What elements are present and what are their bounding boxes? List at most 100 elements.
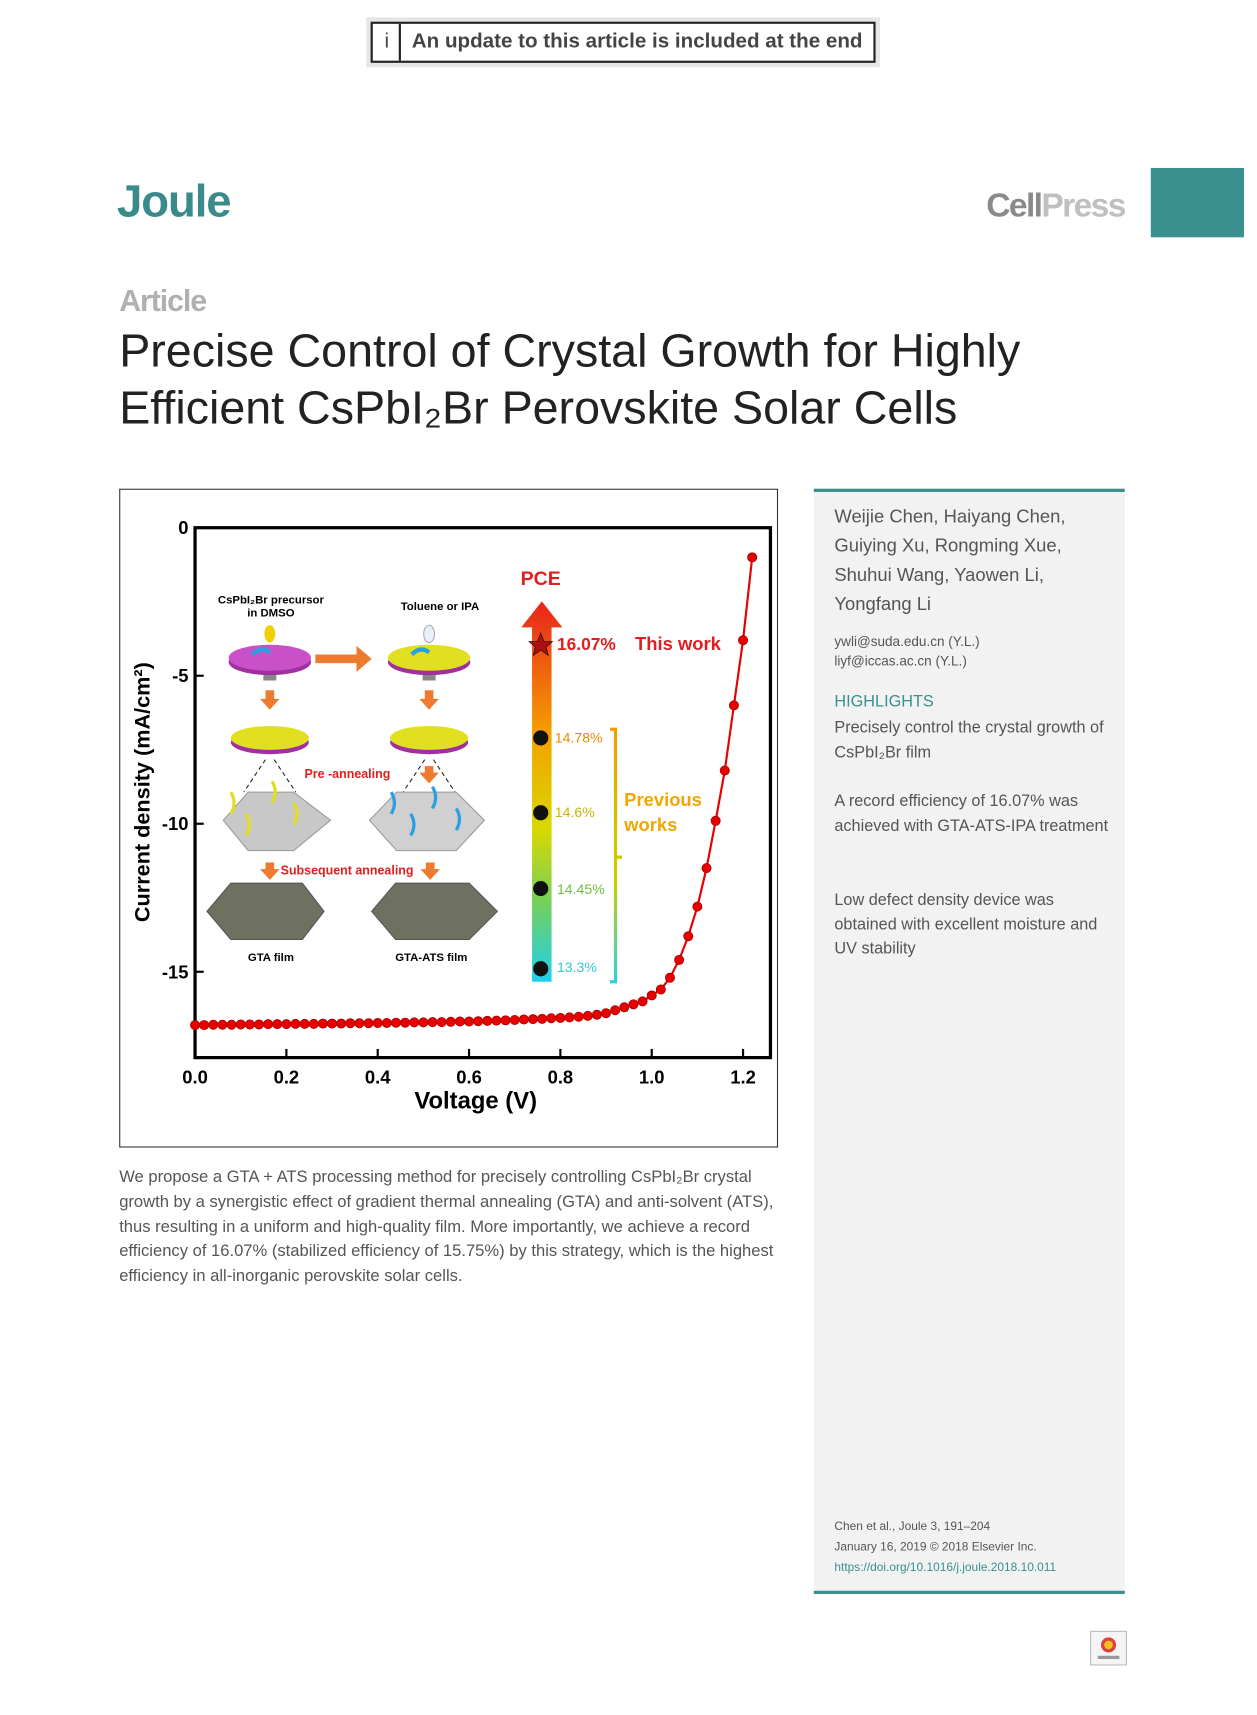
data-point bbox=[491, 1015, 502, 1026]
x-tick-label: 1.0 bbox=[639, 1067, 665, 1088]
data-point bbox=[254, 1019, 264, 1030]
y-axis-label: Current density (mA/cm²) bbox=[130, 662, 155, 922]
data-point bbox=[546, 1013, 557, 1024]
plot-frame bbox=[193, 526, 773, 1060]
data-point bbox=[619, 1002, 630, 1013]
pce-label: PCE bbox=[521, 568, 561, 590]
brand-block bbox=[1150, 167, 1244, 238]
check-icon bbox=[1097, 1637, 1120, 1660]
data-point bbox=[363, 1018, 374, 1029]
doi-link[interactable]: https://doi.org/10.1016/j.joule.2018.10.… bbox=[834, 1561, 1057, 1575]
update-banner[interactable]: i An update to this article is included a… bbox=[370, 21, 876, 63]
data-point bbox=[372, 1017, 383, 1028]
previous-pce: 13.3% bbox=[557, 959, 597, 975]
data-point bbox=[555, 1012, 566, 1023]
highlights-heading: HIGHLIGHTS bbox=[834, 692, 934, 711]
highlight: A record efficiency of 16.07% was achiev… bbox=[834, 792, 1109, 835]
publisher-logo: CellPress bbox=[986, 186, 1126, 225]
title-line: Efficient CsPbI₂Br Perovskite Solar Cell… bbox=[119, 382, 958, 435]
y-tick-label: -15 bbox=[162, 961, 189, 982]
inset-labels: CsPbI₂Br precursor in DMSO Toluene or IP… bbox=[218, 568, 722, 975]
inset-label: CsPbI₂Br precursor bbox=[218, 595, 325, 607]
data-point bbox=[628, 999, 639, 1010]
y-tick-label: 0 bbox=[178, 517, 188, 538]
x-axis-label: Voltage (V) bbox=[414, 1088, 537, 1115]
data-point bbox=[317, 1018, 328, 1029]
inset-drawing bbox=[206, 601, 622, 984]
data-point bbox=[591, 1009, 602, 1020]
sidebar: Weijie Chen, Haiyang Chen, Guiying Xu, R… bbox=[813, 488, 1125, 1595]
this-work-pce: 16.07% bbox=[557, 634, 616, 654]
chart: CsPbI₂Br precursor in DMSO Toluene or IP… bbox=[130, 517, 773, 1115]
data-point bbox=[281, 1019, 292, 1030]
y-tick-label: -5 bbox=[172, 665, 188, 686]
data-point bbox=[400, 1017, 411, 1028]
data-point bbox=[509, 1015, 520, 1026]
data-point bbox=[226, 1019, 237, 1030]
graphical-abstract: CsPbI₂Br precursor in DMSO Toluene or IP… bbox=[119, 488, 779, 1148]
data-point bbox=[418, 1017, 429, 1028]
y-tick-label: -10 bbox=[162, 813, 189, 834]
previous-pce: 14.6% bbox=[555, 804, 595, 820]
data-point bbox=[710, 815, 721, 826]
data-point bbox=[217, 1019, 228, 1030]
author-line: Guiying Xu, Rongming Xue, bbox=[834, 535, 1062, 556]
data-point bbox=[537, 1013, 548, 1024]
data-point bbox=[454, 1016, 465, 1027]
data-point bbox=[518, 1014, 529, 1025]
title-line: Precise Control of Crystal Growth for Hi… bbox=[119, 325, 1021, 378]
check-updates-icon[interactable] bbox=[1090, 1630, 1127, 1666]
data-point bbox=[528, 1014, 538, 1025]
inset-label: GTA film bbox=[248, 952, 294, 964]
inset-label: in DMSO bbox=[247, 608, 294, 620]
publisher-first: Cell bbox=[986, 186, 1043, 225]
citation: Chen et al., Joule 3, 191–204 bbox=[834, 1520, 991, 1534]
previous-label: Previous bbox=[624, 789, 702, 810]
x-tick-label: 0.8 bbox=[548, 1067, 574, 1088]
author-line: Yongfang Li bbox=[834, 593, 932, 615]
data-point bbox=[674, 954, 685, 965]
data-point bbox=[738, 635, 749, 646]
banner-text: An update to this article is included at… bbox=[411, 30, 863, 54]
inset-label: Pre -annealing bbox=[304, 767, 390, 781]
inset-label: Toluene or IPA bbox=[401, 601, 479, 613]
data-point bbox=[564, 1012, 575, 1023]
data-point bbox=[354, 1018, 365, 1029]
data-point bbox=[391, 1017, 401, 1028]
data-point bbox=[747, 552, 758, 563]
data-point bbox=[482, 1015, 493, 1026]
citation: January 16, 2019 © 2018 Elsevier Inc. bbox=[834, 1540, 1037, 1554]
data-point bbox=[290, 1018, 301, 1029]
data-point bbox=[683, 931, 694, 942]
data-point bbox=[427, 1017, 438, 1028]
data-point bbox=[464, 1016, 475, 1027]
publisher-second: Press bbox=[1041, 186, 1126, 225]
abstract: We propose a GTA + ATS processing method… bbox=[119, 1168, 774, 1286]
data-point bbox=[272, 1019, 283, 1030]
inset-label: GTA-ATS film bbox=[395, 952, 467, 964]
data-point bbox=[665, 972, 675, 983]
previous-pce: 14.45% bbox=[557, 881, 605, 897]
data-point bbox=[345, 1018, 356, 1029]
data-point bbox=[582, 1010, 593, 1021]
data-point bbox=[308, 1018, 319, 1029]
data-point bbox=[381, 1017, 392, 1028]
highlight: Precisely control the crystal growth of … bbox=[834, 718, 1104, 762]
email[interactable]: liyf@iccas.ac.cn (Y.L.) bbox=[834, 653, 967, 669]
highlight: Low defect density device was obtained w… bbox=[834, 890, 1098, 958]
email[interactable]: ywli@suda.edu.cn (Y.L.) bbox=[834, 633, 980, 650]
data-point bbox=[244, 1019, 255, 1030]
data-point bbox=[646, 990, 657, 1001]
previous-pce: 14.78% bbox=[555, 729, 603, 745]
info-icon: i bbox=[375, 23, 401, 61]
data-point bbox=[235, 1019, 246, 1030]
journal-logo: Joule bbox=[117, 175, 232, 227]
data-point bbox=[208, 1019, 219, 1030]
data-point bbox=[500, 1015, 511, 1026]
data-point bbox=[701, 863, 712, 874]
plot-area: CsPbI₂Br precursor in DMSO Toluene or IP… bbox=[130, 517, 773, 1115]
data-point bbox=[436, 1017, 447, 1028]
data-point bbox=[573, 1011, 584, 1022]
